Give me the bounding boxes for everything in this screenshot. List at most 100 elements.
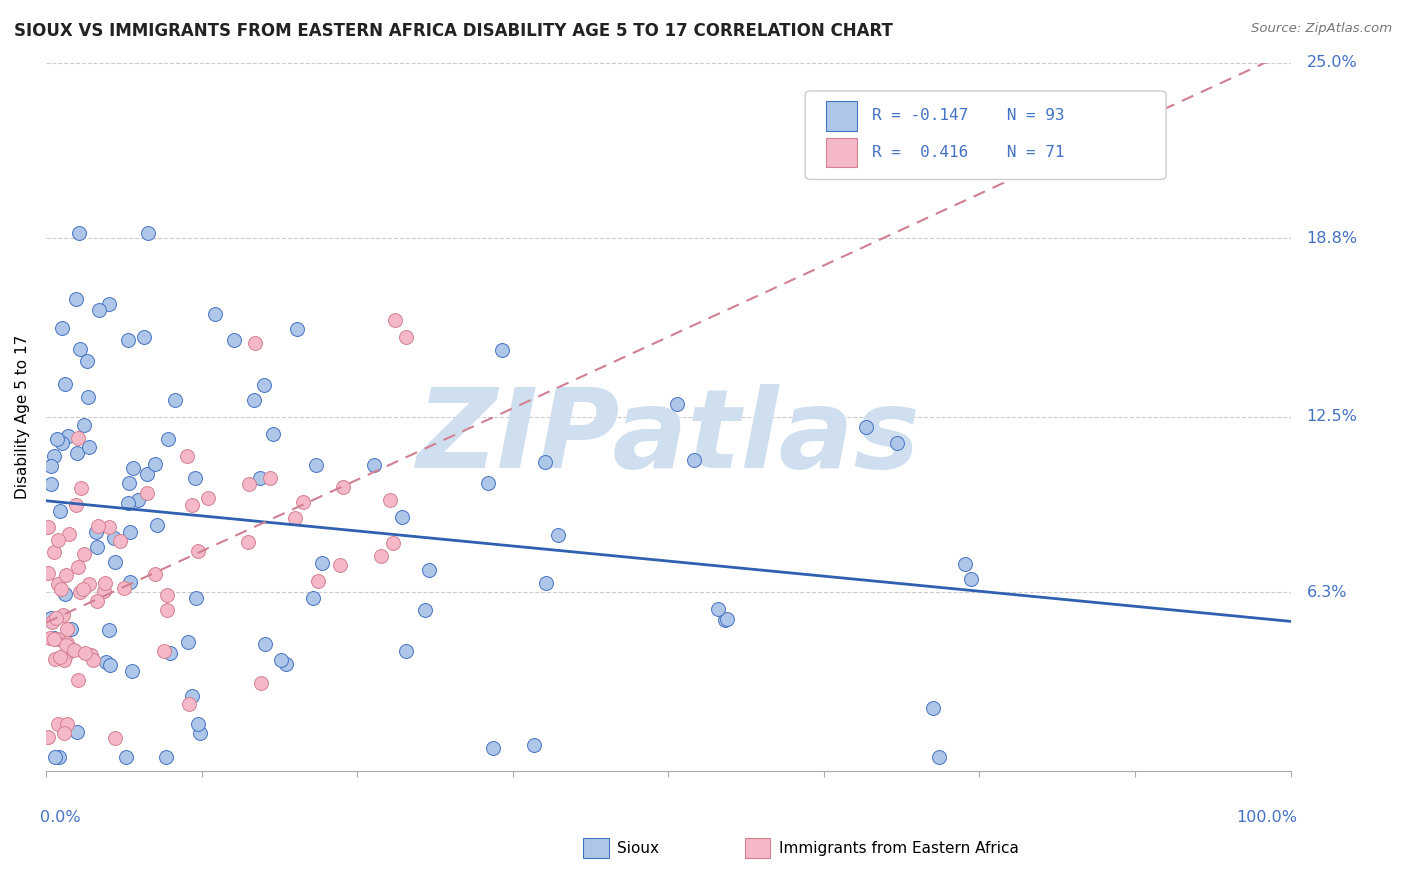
Point [157,432,180,446]
Text: R = -0.147    N = 93: R = -0.147 N = 93 [872,108,1064,123]
Point [80,648,103,662]
Point [262,427,284,442]
Text: Sioux: Sioux [617,841,659,855]
Point [328,558,350,573]
Point [259,471,281,485]
Point [65,499,87,513]
Point [42,632,65,647]
Point [143,457,166,471]
Point [53,653,76,667]
Point [77,577,100,591]
Point [39,631,62,645]
Point [305,458,328,473]
Point [176,449,198,463]
Point [250,675,273,690]
Point [55,638,77,652]
Point [332,480,354,494]
Point [70,482,93,496]
Point [238,534,260,549]
Point [44,631,66,645]
Point [69,226,91,240]
Point [855,419,877,434]
Text: 18.8%: 18.8% [1306,231,1358,245]
Point [86,594,108,608]
Point [270,653,292,667]
Point [104,555,127,569]
Point [153,643,176,657]
Point [187,543,209,558]
Point [104,731,127,746]
Text: Immigrants from Eastern Africa: Immigrants from Eastern Africa [779,841,1019,855]
Point [197,491,219,505]
Point [49,504,72,518]
Point [179,697,201,711]
Point [82,653,104,667]
Point [363,458,385,472]
Point [115,749,138,764]
Point [413,603,436,617]
Point [56,622,79,636]
Point [53,376,76,391]
Point [46,533,69,547]
Point [146,518,169,533]
Point [307,574,329,588]
Point [97,296,120,310]
Point [284,511,307,525]
Point [534,455,557,469]
Point [117,496,139,510]
Point [491,343,513,357]
Point [187,716,209,731]
Point [184,471,207,485]
Point [180,498,202,512]
Y-axis label: Disability Age 5 to 17: Disability Age 5 to 17 [15,334,30,499]
Point [73,547,96,561]
Point [132,329,155,343]
Point [707,602,730,616]
Point [67,431,90,445]
Point [370,549,392,563]
Point [238,477,260,491]
Point [482,740,505,755]
Point [391,510,413,524]
Point [163,393,186,408]
Point [87,519,110,533]
Point [93,584,115,599]
FancyBboxPatch shape [806,91,1166,179]
Point [381,536,404,550]
Text: ZIPatlas: ZIPatlas [416,384,920,491]
Point [98,520,121,534]
Point [135,467,157,482]
Point [45,433,67,447]
Point [184,591,207,605]
Point [394,330,416,344]
Point [243,335,266,350]
Point [69,584,91,599]
Point [49,582,72,596]
Point [39,458,62,473]
Point [79,440,101,454]
Point [522,738,544,752]
Point [37,566,59,580]
Point [86,541,108,555]
Point [37,520,59,534]
Point [66,673,89,688]
Point [204,307,226,321]
Point [378,493,401,508]
Point [87,303,110,318]
Point [37,730,59,744]
Point [127,492,149,507]
Point [177,635,200,649]
Point [953,557,976,571]
Point [56,717,79,731]
Point [42,449,65,463]
Point [960,572,983,586]
Point [98,658,121,673]
Point [60,622,83,636]
Bar [827,101,858,130]
Point [159,646,181,660]
Point [536,575,558,590]
Point [77,390,100,404]
Point [886,436,908,450]
Point [274,657,297,672]
Point [51,607,73,622]
